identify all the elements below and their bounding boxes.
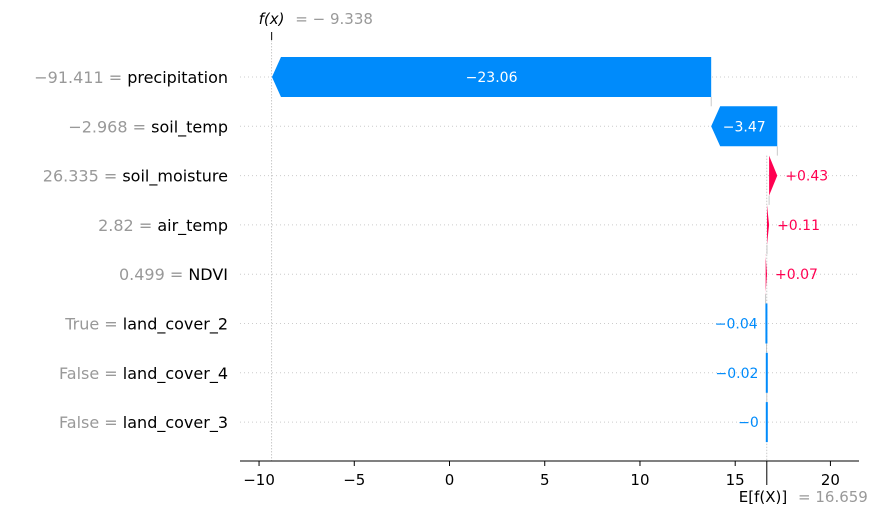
feature-name: land_cover_3	[123, 413, 228, 433]
bar-value-label-air_temp: +0.11	[777, 218, 820, 234]
waterfall-bar-precipitation	[271, 57, 712, 97]
feature-value: −2.968 =	[68, 117, 151, 136]
feature-labels: −91.411 = precipitation −2.968 = soil_tem…	[34, 68, 228, 433]
fx-value: = − 9.338	[295, 10, 373, 28]
bar-value-label-land_cover_2: −0.04	[715, 317, 758, 333]
feature-name: soil_temp	[151, 117, 228, 137]
waterfall-bar-soil_moisture	[769, 155, 778, 196]
feature-value: 26.335 =	[43, 167, 123, 186]
bar-value-label-land_cover_3: −0	[738, 415, 759, 431]
feature-label-precipitation: −91.411 = precipitation	[34, 68, 228, 87]
feature-value: −91.411 =	[34, 68, 127, 87]
x-tick-label: −10	[243, 471, 275, 489]
fx-label: f(x) = − 9.338	[259, 10, 373, 28]
feature-label-land_cover_4: False = land_cover_4	[59, 364, 228, 384]
x-tick-label: −5	[343, 471, 365, 489]
feature-value: False =	[59, 364, 123, 383]
x-tick-label: 10	[630, 471, 649, 489]
expected-value-value: = 16.659	[798, 488, 868, 506]
expected-value-label: E[f(X)] = 16.659	[739, 488, 868, 506]
feature-name: land_cover_2	[123, 315, 228, 335]
bar-value-label-soil_temp: −3.47	[723, 119, 766, 135]
feature-label-NDVI: 0.499 = NDVI	[119, 265, 228, 284]
fx-annotation: f(x) = − 9.338	[259, 10, 373, 40]
x-tick-label: 0	[445, 471, 455, 489]
waterfall-bar-soil_temp	[711, 106, 778, 147]
waterfall-bar-air_temp	[766, 204, 770, 245]
feature-label-land_cover_2: True = land_cover_2	[64, 315, 228, 335]
x-tick-label: 15	[726, 471, 745, 489]
feature-name: air_temp	[157, 216, 228, 236]
bar-value-label-land_cover_4: −0.02	[716, 366, 759, 382]
waterfall-bar-land_cover_4	[765, 352, 768, 393]
feature-value: 2.82 =	[98, 216, 157, 235]
expected-value-name: E[f(X)]	[739, 488, 787, 506]
waterfall-bar-NDVI	[765, 254, 767, 295]
bars: −23.06 −3.47 +0.43 +0.11 +0.07 −0.04 −0.02 −0	[271, 57, 828, 443]
feature-name: land_cover_4	[123, 364, 228, 384]
feature-label-air_temp: 2.82 = air_temp	[98, 216, 228, 236]
feature-value: False =	[59, 413, 123, 432]
feature-name: soil_moisture	[122, 167, 228, 187]
feature-label-soil_temp: −2.968 = soil_temp	[68, 117, 228, 137]
feature-name: precipitation	[127, 68, 228, 87]
waterfall-bar-land_cover_3	[765, 402, 768, 443]
x-tick-label: 20	[821, 471, 840, 489]
waterfall-bar-land_cover_2	[765, 303, 768, 344]
feature-value: 0.499 =	[119, 265, 188, 284]
feature-value: True =	[64, 315, 123, 334]
bar-value-label-soil_moisture: +0.43	[785, 169, 828, 185]
x-axis: −10 −5 0 5 10 15 20	[240, 460, 859, 489]
fx-label-name: f(x)	[259, 10, 285, 28]
reference-lines	[271, 40, 778, 461]
x-tick-label: 5	[540, 471, 550, 489]
expected-value-annotation: E[f(X)] = 16.659	[739, 461, 868, 506]
bar-value-label-precipitation: −23.06	[466, 70, 518, 86]
feature-label-land_cover_3: False = land_cover_3	[59, 413, 228, 433]
feature-name: NDVI	[188, 265, 228, 284]
bar-value-label-NDVI: +0.07	[775, 267, 818, 283]
feature-label-soil_moisture: 26.335 = soil_moisture	[43, 167, 228, 187]
